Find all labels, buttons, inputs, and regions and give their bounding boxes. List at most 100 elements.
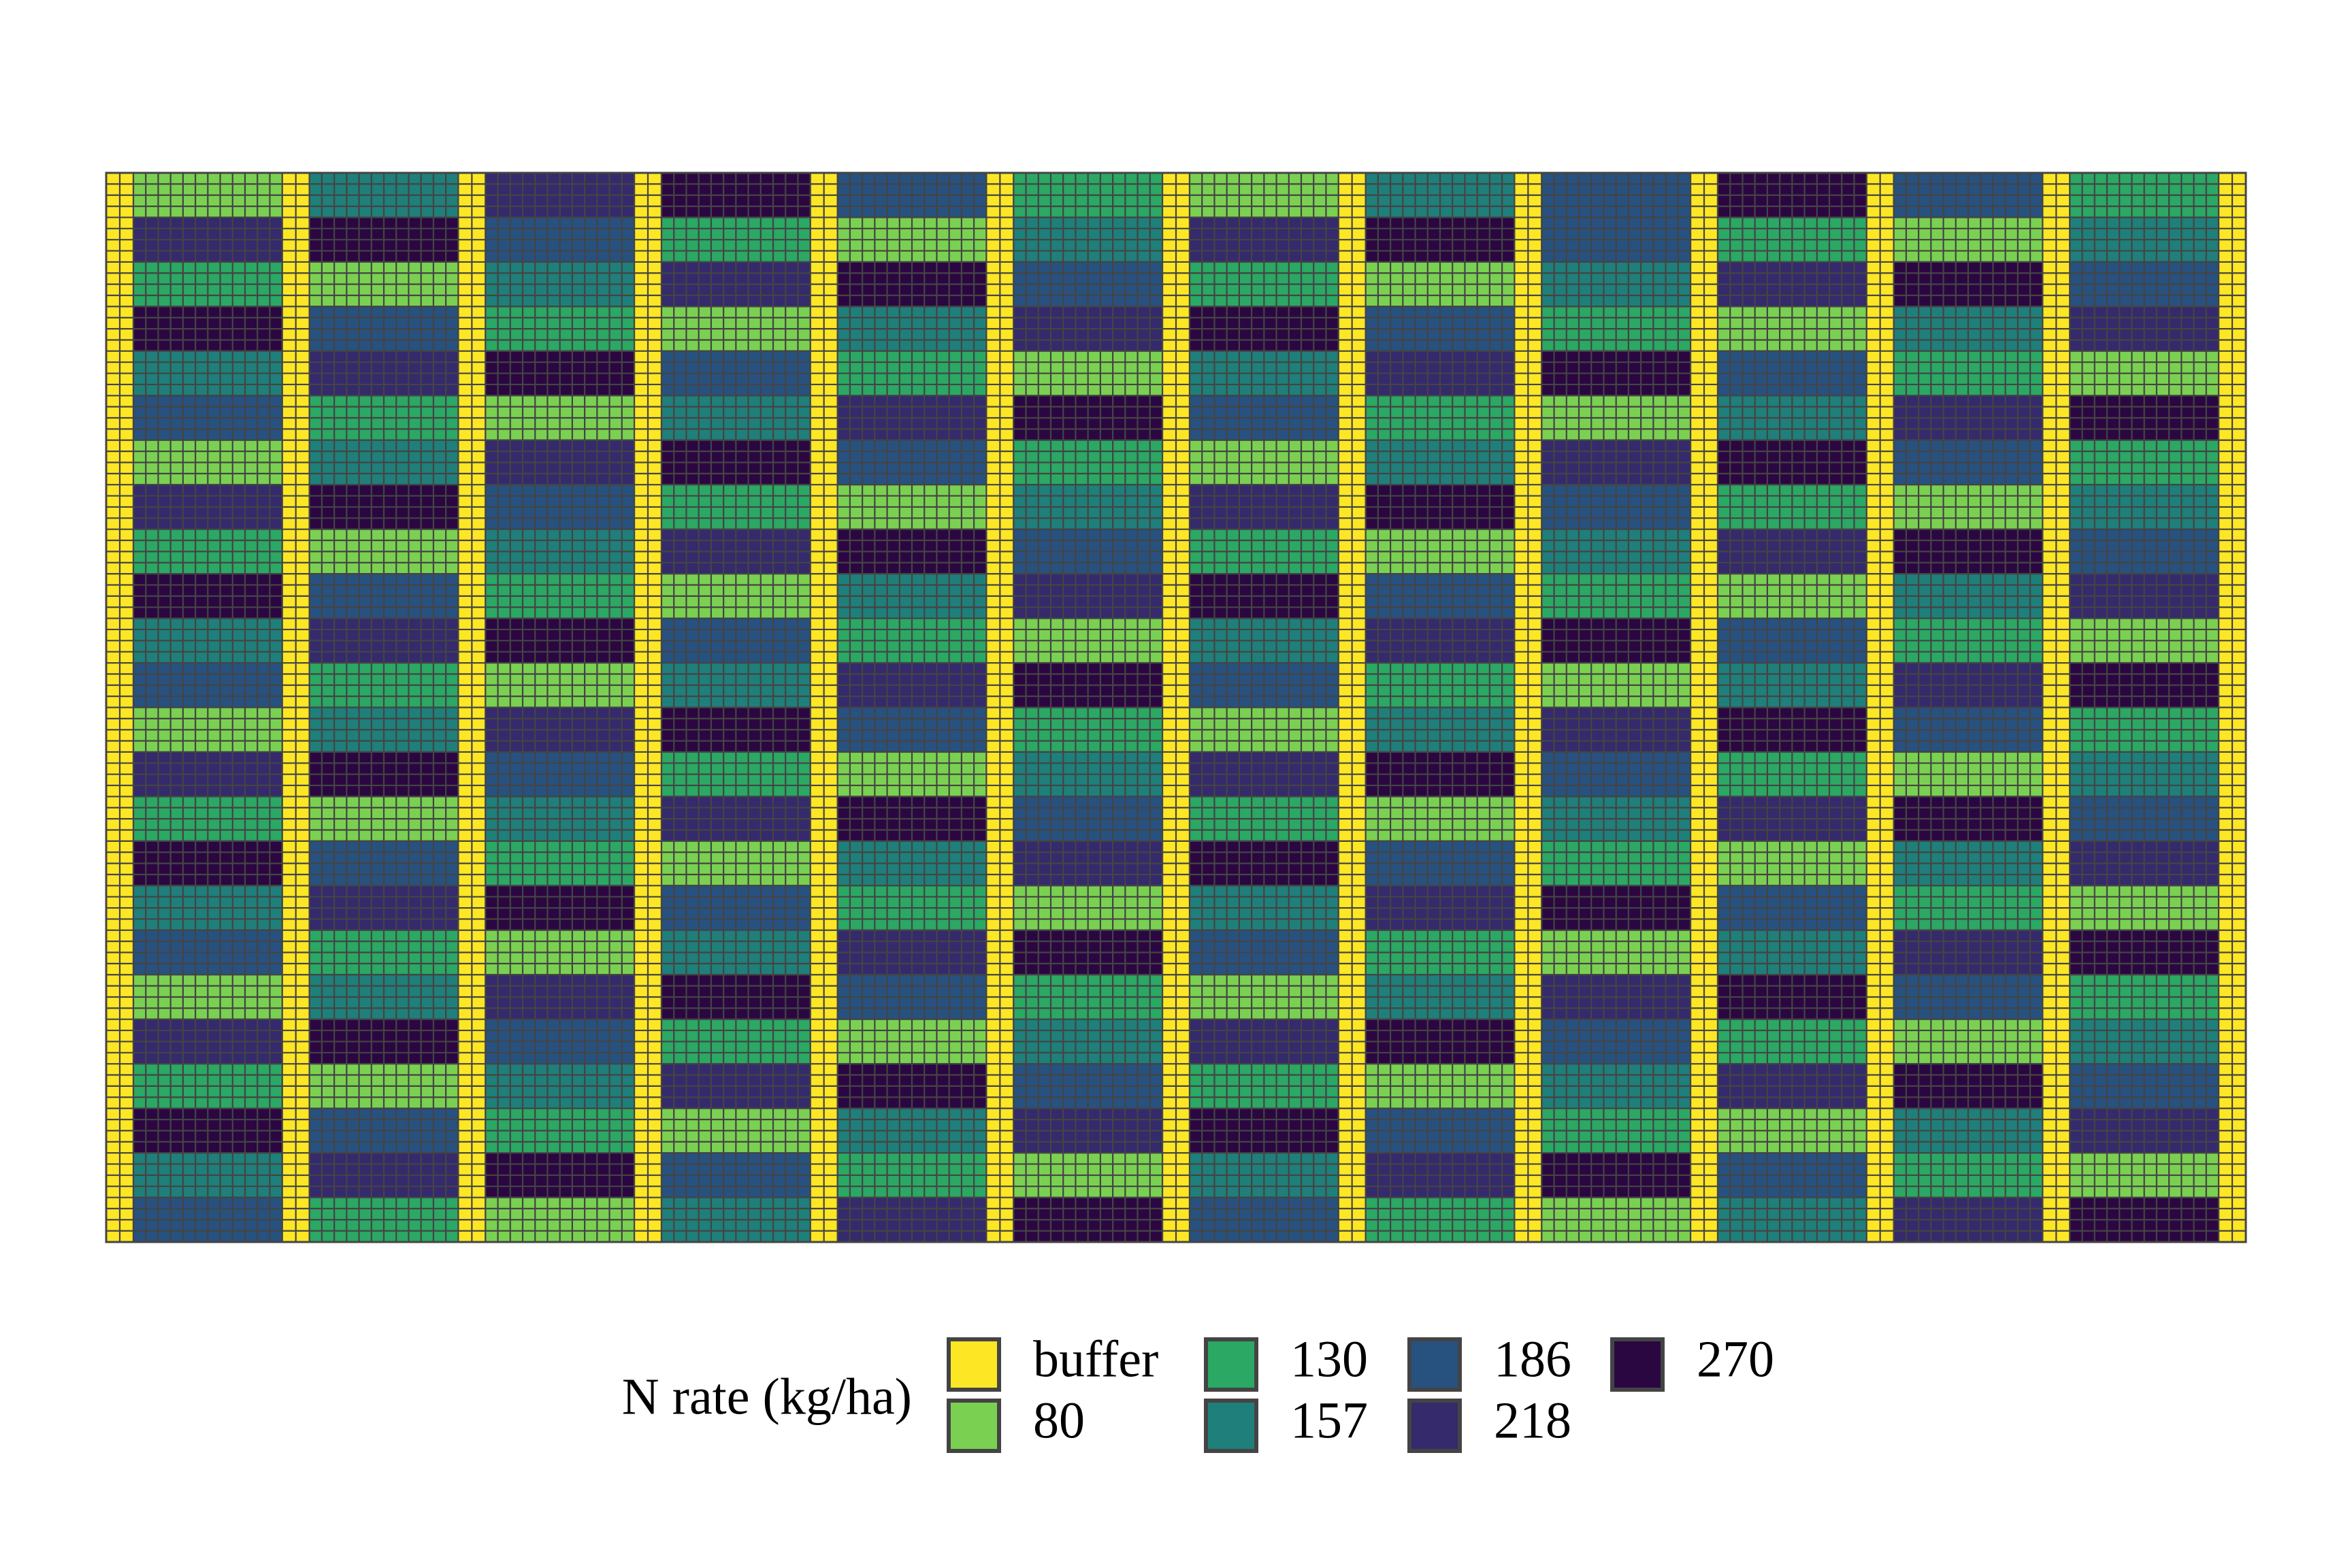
plot-cell-grid — [133, 261, 282, 307]
buffer-column — [1865, 172, 1895, 1243]
plot-cell — [485, 395, 636, 441]
plot-cell-grid — [1718, 350, 1867, 396]
plot-cell — [308, 796, 459, 842]
legend-item: 270 — [1610, 1330, 1774, 1392]
plot-cell-grid — [1013, 485, 1162, 529]
plot-cell — [1188, 1152, 1339, 1198]
plot-cell — [1013, 706, 1164, 753]
plot-cell-grid — [2070, 885, 2219, 930]
plot-cell — [660, 1018, 811, 1065]
plot-cell — [836, 1152, 987, 1198]
plot-cell-grid — [1190, 1019, 1339, 1064]
plot-cell — [485, 974, 636, 1020]
plot-cell — [1541, 439, 1692, 486]
plot-cell — [485, 306, 636, 352]
plot-cell — [1365, 216, 1516, 263]
plot-cell — [1893, 885, 2044, 931]
plot-cell-grid — [485, 840, 634, 886]
plot-cell — [1716, 796, 1867, 842]
plot-cell-grid — [1013, 306, 1162, 351]
legend-key — [947, 1399, 1001, 1453]
plot-cell-grid — [485, 350, 634, 396]
plot-cell-grid — [1190, 574, 1339, 619]
plot-cell-grid — [1541, 261, 1690, 307]
plot-cell — [1013, 439, 1164, 486]
plot-cell-grid — [1893, 975, 2043, 1019]
plot-cell — [485, 662, 636, 708]
plot-cell-grid — [309, 840, 459, 886]
plot-cell — [485, 1018, 636, 1065]
plot-cell — [1365, 1196, 1516, 1243]
plot-cell-grid — [133, 440, 282, 485]
plot-cell — [2069, 261, 2220, 308]
plot-cell-grid — [309, 350, 459, 396]
plot-cell-grid — [1190, 663, 1339, 708]
plot-cell — [1013, 484, 1164, 530]
plot-cell — [1893, 1152, 2044, 1198]
buffer-cell-grid — [1866, 173, 1894, 1242]
plot-cell-grid — [1718, 529, 1867, 574]
plot-cell-grid — [1365, 840, 1515, 886]
buffer-column — [2217, 172, 2247, 1243]
plot-cell — [2069, 528, 2220, 575]
plot-cell-grid — [1365, 1019, 1515, 1064]
plot-cell — [2069, 172, 2220, 218]
plot-cell — [2069, 350, 2220, 397]
plot-cell — [2069, 840, 2220, 887]
plot-cell-grid — [1365, 306, 1515, 351]
plot-cell — [308, 350, 459, 397]
plot-cell — [1013, 974, 1164, 1020]
plot-cell-grid — [1365, 663, 1515, 708]
plot-cell — [836, 172, 987, 218]
plot-cell-grid — [485, 707, 634, 752]
plot-cell-grid — [1365, 261, 1515, 307]
plot-cell-grid — [1013, 1019, 1162, 1064]
buffer-column — [457, 172, 487, 1243]
plot-cell — [1893, 929, 2044, 976]
buffer-column — [1161, 172, 1191, 1243]
plot-cell — [1188, 840, 1339, 887]
plot-cell-grid — [1190, 173, 1339, 218]
plot-cell-grid — [1718, 751, 1867, 797]
plot-cell — [1013, 1107, 1164, 1154]
plot-cell — [1716, 617, 1867, 664]
plot-cell-grid — [1893, 618, 2043, 664]
plot-cell-grid — [662, 217, 811, 262]
plot-cell — [485, 216, 636, 263]
plot-cell — [836, 395, 987, 441]
plot-cell-grid — [837, 618, 987, 664]
plot-cell-grid — [1893, 840, 2043, 886]
plot-cell — [1716, 1018, 1867, 1065]
plot-cell-grid — [1893, 217, 2043, 262]
plot-cell — [1541, 885, 1692, 931]
plot-cell — [132, 885, 283, 931]
plot-cell-grid — [1190, 485, 1339, 529]
plot-cell — [132, 1107, 283, 1154]
plot-cell-grid — [1013, 440, 1162, 485]
plot-cell-grid — [1365, 796, 1515, 841]
plot-cell — [1893, 662, 2044, 708]
plot-cell — [1188, 1196, 1339, 1243]
plot-cell — [1188, 306, 1339, 352]
plot-cell — [1365, 1107, 1516, 1154]
plot-cell — [308, 1018, 459, 1065]
plot-cell — [1013, 840, 1164, 887]
plot-cell — [1013, 617, 1164, 664]
plot-cell-grid — [1541, 618, 1690, 664]
plot-cell-grid — [309, 975, 459, 1019]
plot-cell — [485, 751, 636, 798]
plot-cell — [485, 350, 636, 397]
plot-cell — [1893, 1063, 2044, 1109]
plot-cell — [1188, 395, 1339, 441]
plot-cell-grid — [1013, 930, 1162, 975]
plot-cell-grid — [1893, 1064, 2043, 1109]
plot-cell-grid — [133, 840, 282, 886]
plot-cell — [132, 796, 283, 842]
plot-cell-grid — [1013, 1108, 1162, 1154]
plot-cell-grid — [309, 485, 459, 529]
plot-cell — [1188, 974, 1339, 1020]
plot-cell-grid — [1190, 1108, 1339, 1154]
plot-cell — [1893, 172, 2044, 218]
plot-cell — [836, 617, 987, 664]
plot-cell-grid — [1718, 663, 1867, 708]
